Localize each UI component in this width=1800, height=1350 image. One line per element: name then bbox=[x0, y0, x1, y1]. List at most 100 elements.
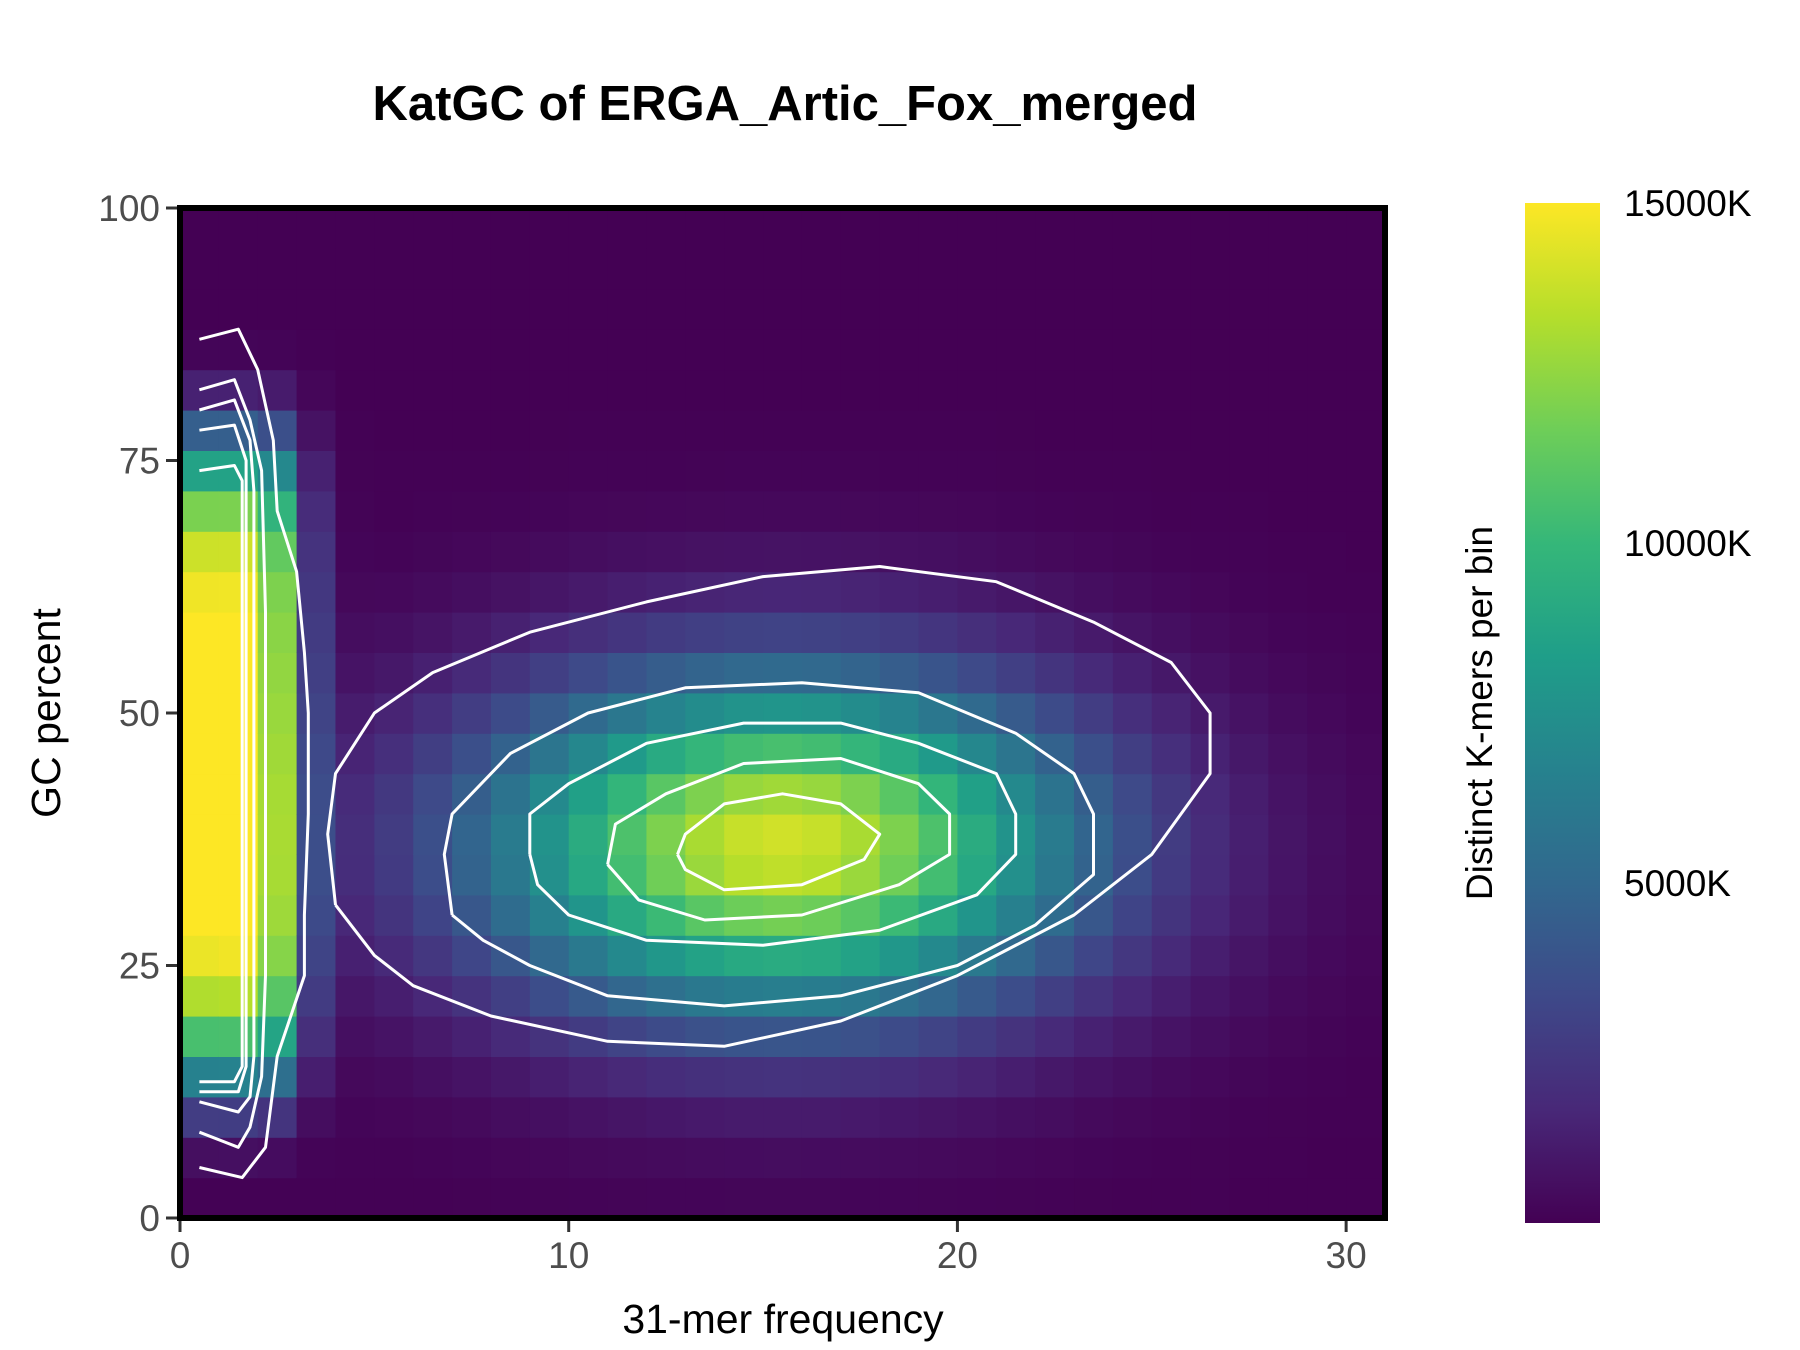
heatmap-cell bbox=[374, 1096, 414, 1138]
heatmap-cell bbox=[296, 894, 337, 936]
heatmap-cell bbox=[646, 571, 686, 613]
heatmap-cell bbox=[957, 773, 997, 815]
heatmap-cell bbox=[996, 612, 1036, 653]
heatmap-cell bbox=[1112, 1137, 1153, 1179]
heatmap-cell bbox=[1190, 329, 1231, 371]
heatmap-cell bbox=[1035, 733, 1075, 775]
heatmap-cell bbox=[607, 854, 648, 896]
heatmap-cell bbox=[840, 531, 881, 573]
heatmap-cell bbox=[490, 1137, 531, 1179]
heatmap-cell bbox=[1190, 288, 1231, 330]
heatmap-cell bbox=[685, 814, 725, 855]
heatmap-cell bbox=[218, 935, 259, 977]
heatmap-cell bbox=[996, 894, 1036, 936]
heatmap-cell bbox=[1074, 369, 1114, 411]
heatmap-cell bbox=[801, 490, 842, 532]
heatmap-cell bbox=[413, 369, 453, 411]
heatmap-cell bbox=[257, 652, 298, 694]
heatmap-cell bbox=[296, 208, 337, 249]
heatmap-cell bbox=[374, 773, 414, 815]
contour-line bbox=[326, 565, 1212, 1048]
heatmap-cell bbox=[296, 692, 337, 734]
heatmap-cell bbox=[1035, 692, 1075, 734]
heatmap-cell bbox=[918, 1137, 959, 1179]
colorbar-tick-label: 15000K bbox=[1624, 183, 1752, 224]
heatmap-cell bbox=[1268, 773, 1308, 815]
heatmap-cell bbox=[685, 410, 725, 451]
heatmap-cell bbox=[879, 814, 920, 855]
heatmap-cell bbox=[490, 975, 531, 1017]
heatmap-cell bbox=[413, 571, 453, 613]
heatmap-cell bbox=[1112, 894, 1153, 936]
heatmap-cell bbox=[1307, 1016, 1347, 1057]
colorbar-title: Distinct K-mers per bin bbox=[1459, 526, 1500, 900]
heatmap-cell bbox=[1229, 733, 1269, 775]
heatmap-cell bbox=[1307, 612, 1347, 653]
heatmap-cell bbox=[218, 531, 259, 573]
heatmap-cell bbox=[724, 975, 764, 1017]
heatmap-cell bbox=[607, 248, 648, 290]
heatmap-cell bbox=[180, 1016, 220, 1057]
heatmap-cell bbox=[763, 975, 803, 1017]
heatmap-cell bbox=[607, 1096, 648, 1138]
heatmap-cell bbox=[1151, 692, 1192, 734]
colorbar-tick-label: 10000K bbox=[1624, 523, 1752, 564]
heatmap-cell bbox=[529, 612, 570, 653]
heatmap-cell bbox=[218, 490, 259, 532]
heatmap-cell bbox=[879, 571, 920, 613]
heatmap-cell bbox=[1151, 1137, 1192, 1179]
heatmap-cell bbox=[918, 652, 959, 694]
heatmap-cell bbox=[1151, 612, 1192, 653]
heatmap-cell bbox=[1035, 1016, 1075, 1057]
heatmap-cell bbox=[1229, 975, 1269, 1017]
y-tick-label: 75 bbox=[119, 441, 160, 482]
heatmap-cell bbox=[180, 208, 220, 249]
heatmap-cell bbox=[957, 1016, 997, 1057]
heatmap-cell bbox=[724, 1096, 764, 1138]
heatmap-cell bbox=[257, 329, 298, 371]
heatmap-cell bbox=[763, 814, 803, 855]
heatmap-cell bbox=[879, 208, 920, 249]
heatmap-cell bbox=[1268, 531, 1308, 573]
heatmap-cell bbox=[296, 531, 337, 573]
heatmap-cell bbox=[452, 531, 492, 573]
heatmap-cell bbox=[957, 1177, 997, 1218]
heatmap-cell bbox=[763, 652, 803, 694]
heatmap-cell bbox=[840, 329, 881, 371]
heatmap-cell bbox=[374, 248, 414, 290]
heatmap-cell bbox=[996, 208, 1036, 249]
heatmap-cell bbox=[568, 208, 609, 249]
heatmap-cell bbox=[1112, 975, 1153, 1017]
heatmap-cell bbox=[879, 450, 920, 492]
heatmap-cell bbox=[1074, 612, 1114, 653]
heatmap-cell bbox=[529, 248, 570, 290]
heatmap-cell bbox=[1074, 571, 1114, 613]
heatmap-cell bbox=[957, 410, 997, 451]
heatmap-cell bbox=[957, 894, 997, 936]
heatmap-cell bbox=[335, 410, 375, 451]
heatmap-cell bbox=[1151, 450, 1192, 492]
heatmap-cell bbox=[957, 369, 997, 411]
heatmap-cell bbox=[1307, 410, 1347, 451]
heatmap-cell bbox=[840, 1056, 881, 1098]
heatmap-cell bbox=[452, 814, 492, 855]
heatmap-cell bbox=[568, 814, 609, 855]
heatmap-cell bbox=[296, 1177, 337, 1218]
heatmap-cell bbox=[529, 531, 570, 573]
heatmap-cell bbox=[529, 1096, 570, 1138]
heatmap-cell bbox=[1112, 1177, 1153, 1218]
heatmap-cell bbox=[1035, 894, 1075, 936]
heatmap-cell bbox=[1035, 1137, 1075, 1179]
heatmap-cell bbox=[801, 935, 842, 977]
heatmap-cell bbox=[374, 814, 414, 855]
heatmap-cell bbox=[1151, 894, 1192, 936]
heatmap-cell bbox=[840, 490, 881, 532]
heatmap-cell bbox=[996, 773, 1036, 815]
heatmap-cell bbox=[413, 894, 453, 936]
heatmap-cell bbox=[529, 571, 570, 613]
heatmap-cell bbox=[1346, 1056, 1385, 1098]
heatmap-cell bbox=[529, 935, 570, 977]
heatmap-cell bbox=[1268, 1096, 1308, 1138]
heatmap-cell bbox=[607, 208, 648, 249]
heatmap-cell bbox=[490, 571, 531, 613]
